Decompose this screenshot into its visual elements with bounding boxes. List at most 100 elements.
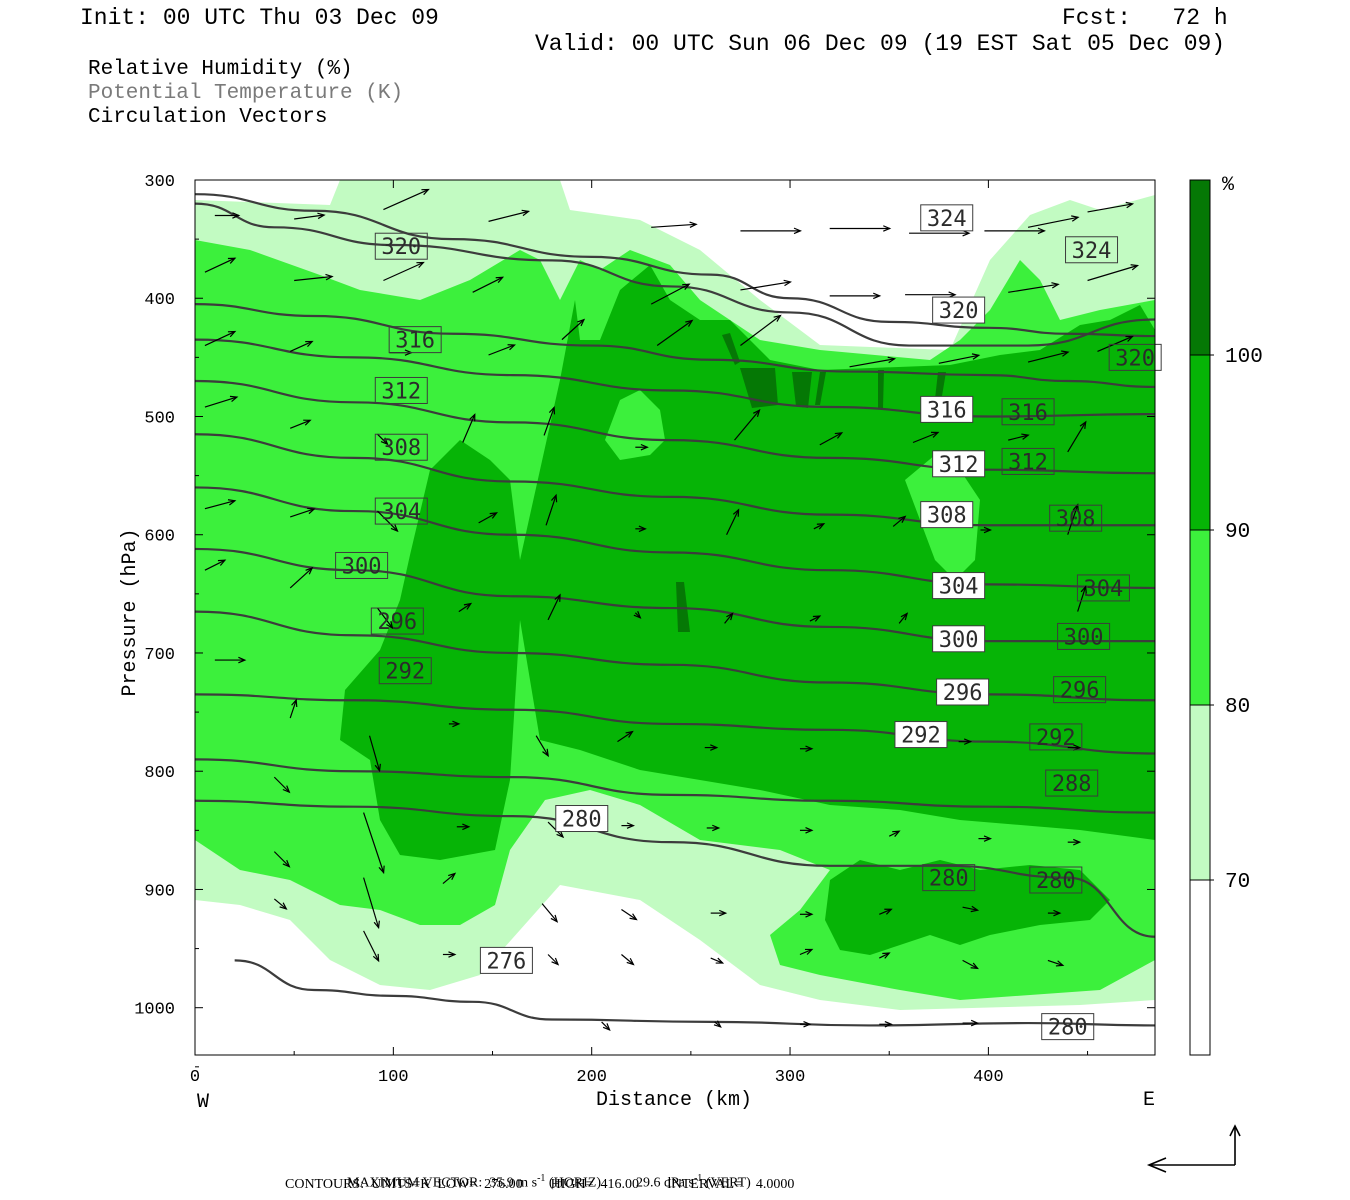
vector-arrow (710, 957, 725, 964)
contour-label-text: 296 (377, 610, 417, 635)
contour-label-text: 308 (1056, 507, 1096, 532)
contour-label-280: 280 (1029, 866, 1083, 894)
vector-arrow (888, 830, 901, 837)
x-axis-label: Distance (km) (596, 1089, 752, 1112)
vector-arrow (905, 291, 957, 298)
vector-arrow (799, 911, 814, 918)
contour-label-292: 292 (378, 657, 432, 685)
contour-label-280: 280 (1041, 1013, 1095, 1041)
contour-label-text: 292 (901, 724, 941, 749)
theta-contour-284-10 (195, 758, 1155, 814)
contour-label-text: 292 (1036, 726, 1076, 751)
contour-label-300: 300 (932, 625, 986, 653)
contour-label-292: 292 (894, 721, 948, 749)
colorbar-frame (1189, 179, 1211, 1056)
contour-label-text: 304 (939, 575, 979, 600)
theta-contour-300-6 (195, 486, 1155, 590)
contour-label-text: 312 (939, 453, 979, 478)
init-time: Init: 00 UTC Thu 03 Dec 09 (80, 5, 439, 31)
legend-theta: Potential Temperature (K) (88, 82, 404, 105)
contour-label-text: 304 (1084, 577, 1124, 602)
contour-label-text: 320 (381, 235, 421, 260)
vector-arrow (1027, 215, 1080, 228)
vector-arrow (273, 851, 291, 868)
rh-100-patch-3 (792, 372, 812, 408)
x-tick-label: 200 (576, 1068, 607, 1087)
vector-arrow (442, 951, 457, 958)
vector-arrow (962, 959, 979, 970)
contour-label-text: 296 (943, 681, 983, 706)
contour-label-text: 280 (1036, 869, 1076, 894)
vector-arrow (829, 292, 882, 300)
vector-arrow (294, 273, 334, 282)
vector-arrow (938, 353, 981, 364)
theta-contour-labels: 324 324 320 320 320 316 316 316 312 312 312 308 308 3… (335, 204, 1162, 1041)
vector-arrow (1008, 282, 1060, 293)
vector-arrow (273, 776, 291, 794)
vector-arrow (1008, 433, 1030, 441)
vector-arrow (368, 735, 381, 773)
rh-100-patch-4 (815, 372, 826, 405)
vector-arrow (535, 735, 549, 758)
vector-arrow (706, 824, 721, 832)
max-vector-mid: (HORIZ) 29.6 dPa s (545, 1175, 694, 1191)
contour-label-text: 304 (381, 500, 421, 525)
contour-info: CONTOURS: UNITS=K LOW= 276.00 HIGH= 416.… (285, 1177, 795, 1192)
vector-arrow (204, 499, 237, 510)
vector-arrow (1077, 585, 1087, 612)
colorbar-segment (1190, 880, 1210, 1055)
contour-label-text: 300 (1064, 625, 1104, 650)
theta-contour-320-1 (195, 202, 1155, 347)
reference-vector-icon (1146, 1124, 1241, 1173)
contour-label-276: 276 (479, 946, 533, 974)
vector-arrow (713, 1020, 722, 1028)
vector-arrow (289, 698, 298, 719)
contour-label-316: 316 (920, 395, 974, 423)
theta-contour-316-2 (195, 303, 1155, 389)
vector-arrow (829, 225, 892, 232)
colorbar-segment (1190, 180, 1210, 355)
y-tick-label: 800 (144, 764, 175, 783)
vector-arrow (1047, 959, 1065, 967)
vector-arrow (799, 1020, 812, 1028)
contour-label-288: 288 (1045, 769, 1099, 797)
vector-arrow (204, 330, 237, 347)
vector-arrow (442, 872, 457, 885)
x-tick-label: 400 (973, 1068, 1004, 1087)
contour-label-text: 280 (929, 867, 969, 892)
x-tick-label: 300 (775, 1068, 806, 1087)
vector-arrow (958, 738, 973, 745)
contour-label-text: 324 (927, 207, 967, 232)
legend-rh: Relative Humidity (%) (88, 58, 353, 81)
vector-arrow (849, 356, 897, 368)
circulation-vectors (204, 188, 1140, 1031)
vector-arrow (734, 408, 761, 441)
contour-label-280: 280 (555, 805, 609, 833)
plot-frame (194, 179, 1156, 1056)
vector-arrow (1087, 264, 1140, 282)
vector-arrow (879, 952, 891, 959)
vector-arrow (962, 905, 980, 913)
vector-arrow (651, 221, 698, 228)
contour-label-text: 280 (1048, 1016, 1088, 1041)
vector-arrow (547, 954, 560, 966)
vector-arrow (621, 909, 638, 921)
vector-arrow (377, 433, 389, 446)
colorbar-segment (1190, 530, 1210, 705)
vector-arrow (962, 1019, 980, 1027)
vector-arrow (879, 908, 893, 915)
vector-arrow (204, 257, 237, 273)
vector-arrow (363, 877, 380, 930)
y-tick-label: 900 (144, 882, 175, 901)
contour-label-text: 320 (1115, 346, 1155, 371)
vector-arrow (456, 823, 471, 831)
contour-label-316: 316 (1001, 398, 1055, 426)
vector-arrow (1027, 350, 1070, 363)
theta-contour-280-11 (195, 799, 1155, 938)
vector-arrow (488, 209, 531, 222)
contour-label-text: 276 (487, 949, 527, 974)
vector-arrow (541, 903, 559, 923)
colorbar-label: 80 (1225, 696, 1250, 719)
x-tick-label: 0 (190, 1068, 200, 1087)
